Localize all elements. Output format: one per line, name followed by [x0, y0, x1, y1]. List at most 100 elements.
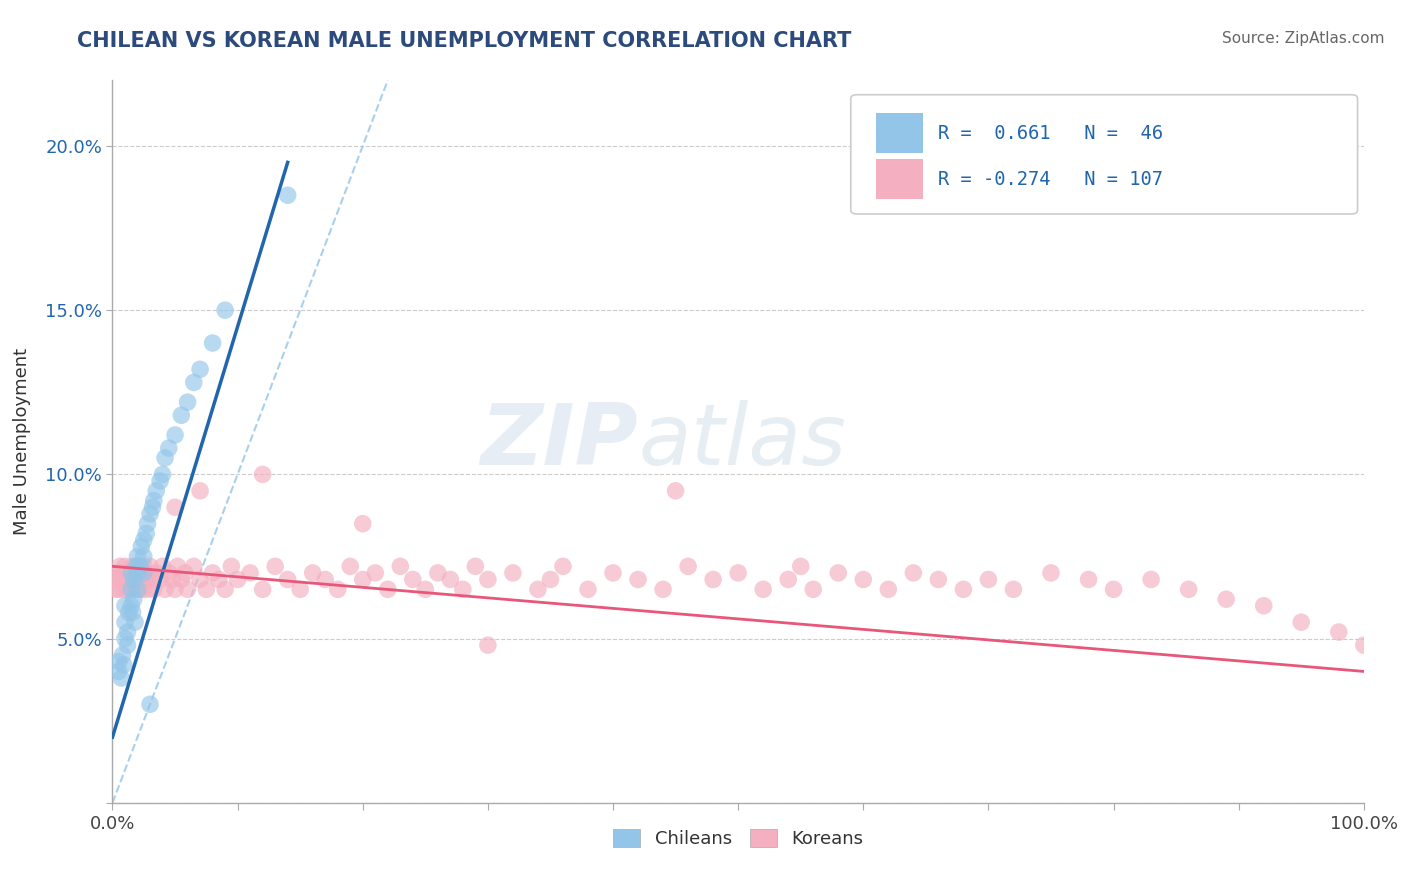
- Point: [252, 582, 274, 597]
- Point: [314, 573, 336, 587]
- Point: [136, 516, 159, 531]
- Point: [664, 483, 686, 498]
- Point: [163, 428, 186, 442]
- Point: [1253, 599, 1275, 613]
- Point: [125, 573, 148, 587]
- Point: [107, 655, 129, 669]
- Point: [352, 573, 374, 587]
- Point: [1140, 573, 1163, 587]
- Point: [176, 582, 198, 597]
- Point: [105, 582, 128, 597]
- Point: [538, 573, 561, 587]
- Point: [118, 605, 141, 619]
- Point: [139, 507, 162, 521]
- Point: [290, 582, 312, 597]
- Point: [1291, 615, 1313, 630]
- Point: [157, 441, 180, 455]
- Point: [778, 573, 800, 587]
- Point: [413, 582, 436, 597]
- Point: [129, 540, 152, 554]
- Point: [326, 582, 349, 597]
- Point: [364, 566, 387, 580]
- Point: [121, 605, 143, 619]
- Point: [1077, 573, 1099, 587]
- Point: [111, 648, 134, 662]
- Legend: Chileans, Koreans: Chileans, Koreans: [606, 822, 870, 855]
- Point: [239, 566, 262, 580]
- Point: [827, 566, 849, 580]
- Point: [221, 559, 243, 574]
- Point: [145, 483, 167, 498]
- Point: [183, 376, 205, 390]
- Text: R = -0.274   N = 107: R = -0.274 N = 107: [938, 169, 1163, 189]
- Point: [477, 638, 499, 652]
- Point: [141, 573, 163, 587]
- Point: [134, 573, 156, 587]
- Point: [214, 582, 236, 597]
- Point: [120, 582, 142, 597]
- Point: [602, 566, 624, 580]
- Point: [252, 467, 274, 482]
- Point: [112, 657, 135, 672]
- Point: [426, 566, 449, 580]
- Point: [188, 573, 211, 587]
- Point: [107, 582, 129, 597]
- Point: [903, 566, 925, 580]
- Text: ZIP: ZIP: [481, 400, 638, 483]
- Point: [627, 573, 650, 587]
- Point: [152, 467, 174, 482]
- Point: [107, 665, 129, 679]
- Point: [127, 582, 149, 597]
- Point: [676, 559, 699, 574]
- Point: [120, 573, 142, 587]
- Point: [439, 573, 461, 587]
- Point: [852, 573, 875, 587]
- Point: [153, 582, 176, 597]
- Point: [157, 566, 180, 580]
- Point: [201, 336, 224, 351]
- Y-axis label: Male Unemployment: Male Unemployment: [13, 348, 31, 535]
- Point: [107, 566, 129, 580]
- Point: [127, 549, 149, 564]
- FancyBboxPatch shape: [876, 160, 924, 199]
- Point: [727, 566, 749, 580]
- Point: [127, 559, 149, 574]
- Point: [114, 599, 136, 613]
- Point: [124, 566, 146, 580]
- Text: R =  0.661   N =  46: R = 0.661 N = 46: [938, 123, 1163, 143]
- Point: [117, 625, 139, 640]
- Point: [801, 582, 824, 597]
- Point: [132, 533, 155, 547]
- Point: [927, 573, 949, 587]
- Point: [114, 632, 136, 646]
- Point: [502, 566, 524, 580]
- Point: [120, 566, 142, 580]
- Point: [1002, 582, 1025, 597]
- Point: [136, 582, 159, 597]
- Point: [139, 698, 162, 712]
- Point: [226, 573, 249, 587]
- Point: [451, 582, 474, 597]
- Point: [162, 573, 184, 587]
- Point: [124, 615, 146, 630]
- Point: [1039, 566, 1063, 580]
- Point: [1177, 582, 1199, 597]
- Point: [139, 559, 162, 574]
- Point: [117, 582, 139, 597]
- Point: [131, 582, 153, 597]
- Point: [277, 188, 299, 202]
- Point: [652, 582, 675, 597]
- Point: [127, 566, 149, 580]
- Point: [464, 559, 486, 574]
- Point: [170, 409, 193, 423]
- Point: [183, 559, 205, 574]
- Point: [163, 582, 186, 597]
- Point: [389, 559, 412, 574]
- Point: [208, 573, 231, 587]
- Point: [145, 566, 167, 580]
- Point: [135, 526, 157, 541]
- Point: [201, 566, 224, 580]
- FancyBboxPatch shape: [851, 95, 1358, 214]
- Point: [195, 582, 218, 597]
- Text: atlas: atlas: [638, 400, 846, 483]
